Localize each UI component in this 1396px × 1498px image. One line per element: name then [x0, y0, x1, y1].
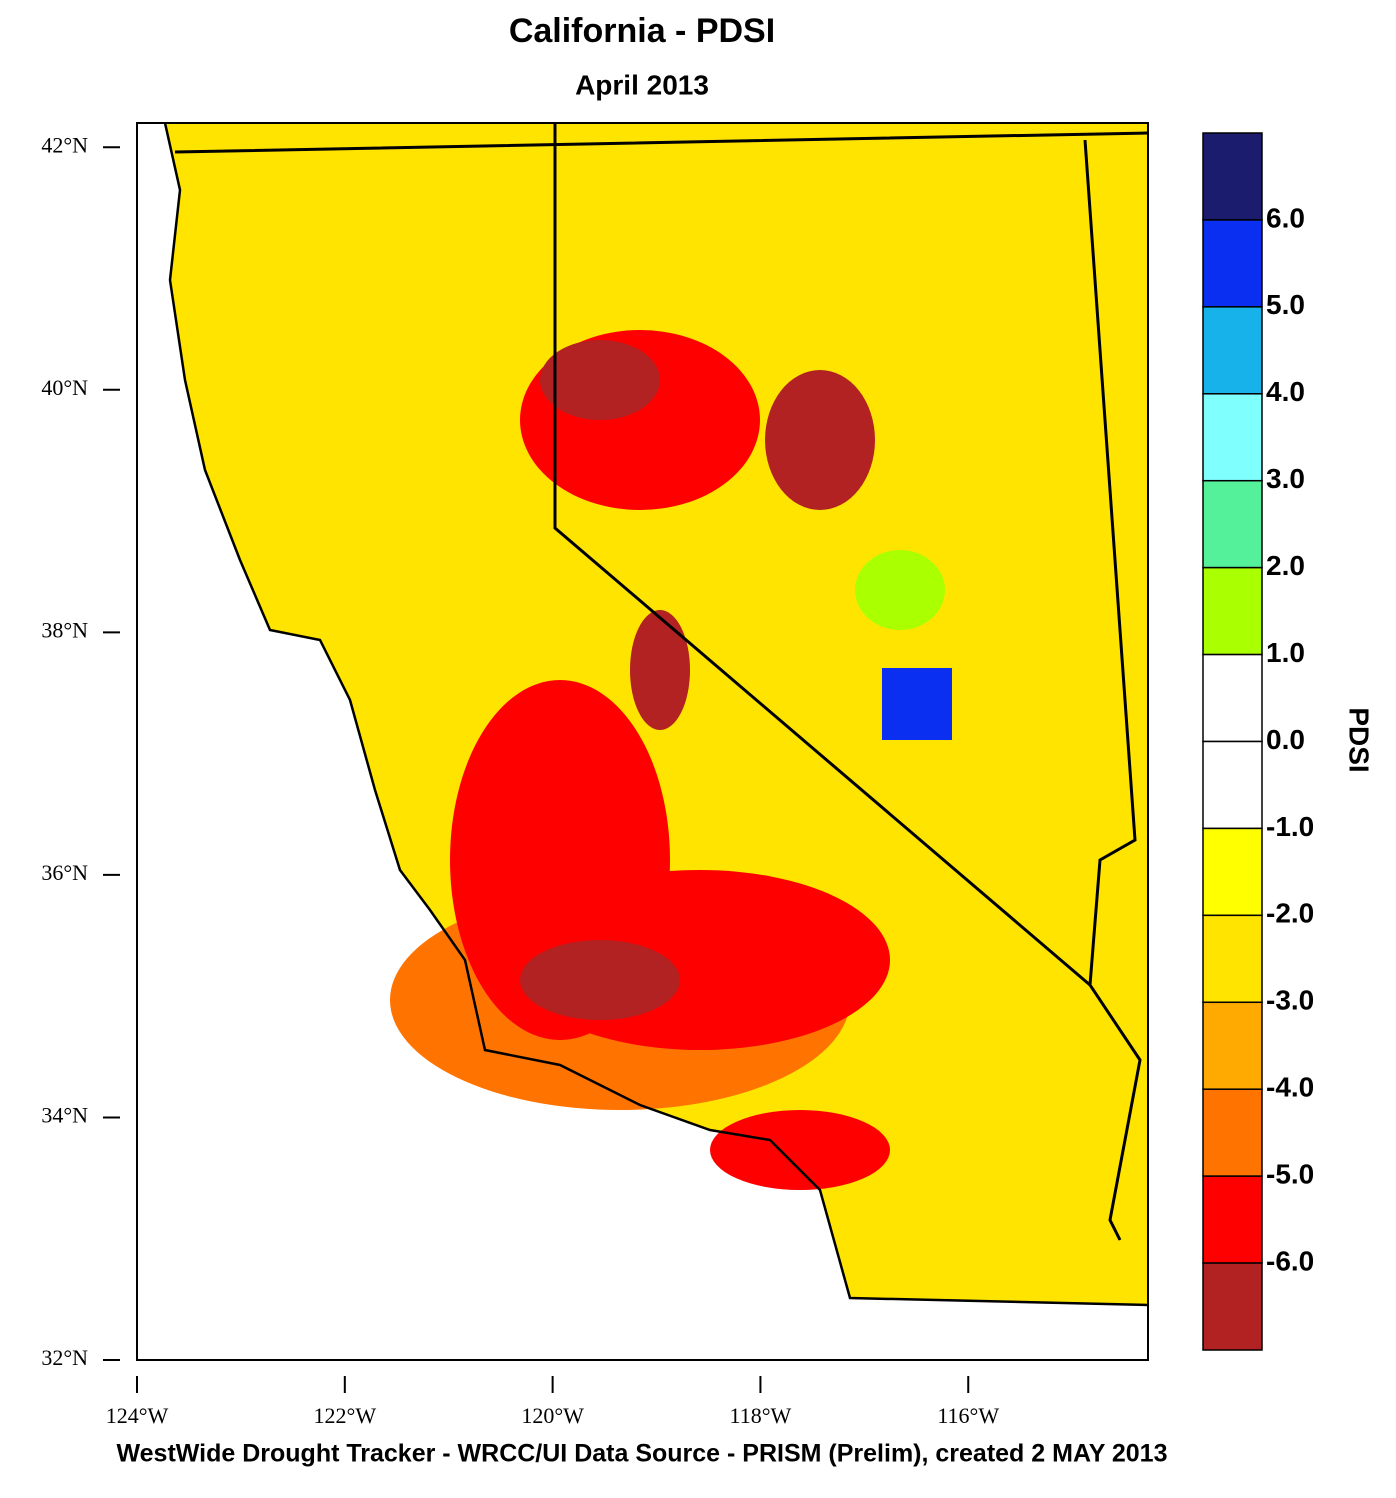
- title: California - PDSI: [509, 12, 775, 50]
- drought-area: [710, 1110, 890, 1190]
- colorbar-bin: [1202, 1001, 1263, 1090]
- y-tick-label: 40°N: [41, 375, 88, 400]
- drought-area: [520, 940, 680, 1020]
- y-tick-label: 34°N: [41, 1102, 88, 1127]
- x-tick-label: 116°W: [937, 1403, 999, 1428]
- x-tick-label: 118°W: [730, 1403, 792, 1428]
- colorbar-label: 1.0: [1266, 637, 1305, 668]
- subtitle: April 2013: [575, 69, 709, 100]
- colorbar-label: -3.0: [1266, 985, 1314, 1016]
- colorbar-bin: [1202, 1088, 1263, 1177]
- colorbar-label: 5.0: [1266, 289, 1305, 320]
- colorbar-label: 4.0: [1266, 376, 1305, 407]
- colorbar-bin: [1202, 132, 1263, 221]
- footer: WestWide Drought Tracker - WRCC/UI Data …: [117, 1440, 1168, 1468]
- wet-area: [855, 550, 945, 630]
- y-tick-label: 32°N: [41, 1345, 88, 1370]
- colorbar-bin: [1202, 740, 1263, 830]
- colorbar-label: -5.0: [1266, 1159, 1314, 1190]
- colorbar-bin: [1202, 914, 1263, 1004]
- colorbar-title: PDSI: [1344, 707, 1375, 772]
- x-tick-label: 120°W: [521, 1403, 584, 1428]
- colorbar-bin: [1202, 653, 1263, 743]
- colorbar-label: -2.0: [1266, 898, 1314, 929]
- drought-area: [630, 610, 690, 730]
- wet-area: [882, 668, 952, 740]
- x-tick-label: 124°W: [106, 1403, 169, 1428]
- drought-area: [540, 340, 660, 420]
- y-tick-label: 38°N: [41, 617, 88, 642]
- x-tick-label: 122°W: [314, 1403, 377, 1428]
- y-tick-label: 36°N: [41, 860, 88, 885]
- map-area: [163, 123, 1148, 1307]
- colorbar-bin: [1202, 566, 1263, 656]
- map-frame: [136, 122, 1149, 1361]
- colorbar-bin: [1202, 479, 1263, 569]
- colorbar-bin: [1202, 1262, 1263, 1351]
- y-tick-label: 42°N: [41, 132, 88, 157]
- colorbar-label: 3.0: [1266, 463, 1305, 494]
- colorbar-label: 2.0: [1266, 550, 1305, 581]
- state-border: [174, 123, 1148, 1241]
- colorbar-bin: [1202, 827, 1263, 917]
- colorbar-bin: [1202, 1175, 1263, 1264]
- colorbar-label: 6.0: [1266, 202, 1305, 233]
- colorbar-label: -6.0: [1266, 1245, 1314, 1276]
- colorbar-label: 0.0: [1266, 724, 1305, 755]
- coastline: [163, 123, 1148, 1307]
- colorbar-label: -1.0: [1266, 811, 1314, 842]
- colorbar-bin: [1202, 393, 1263, 482]
- colorbar-label: -4.0: [1266, 1072, 1314, 1103]
- colorbar-bin: [1202, 219, 1263, 308]
- drought-area: [765, 370, 875, 510]
- colorbar-bin: [1202, 306, 1263, 395]
